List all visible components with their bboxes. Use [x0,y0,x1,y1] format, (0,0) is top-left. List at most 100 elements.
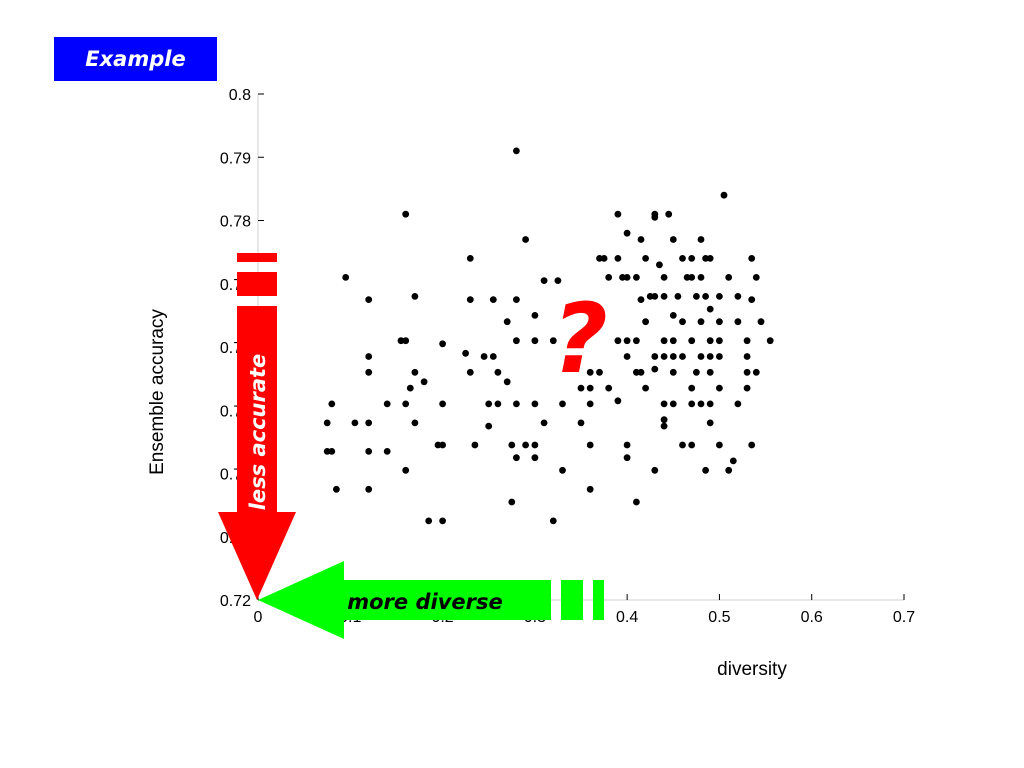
scatter-point [485,400,493,408]
scatter-point [402,400,410,408]
scatter-point [660,416,668,424]
scatter-point [586,400,594,408]
scatter-point [365,353,373,360]
scatter-point [660,353,668,360]
scatter-point [688,400,696,408]
scatter-point [642,384,649,392]
x-tick-label: 0.4 [616,609,638,626]
scatter-point [706,305,714,313]
scatter-point [605,274,613,281]
scatter-point [679,353,686,360]
scatter-point [660,400,668,408]
x-tick-label: 0 [254,609,263,626]
scatter-point [743,353,751,360]
scatter-point [642,318,649,326]
scatter-point [577,384,585,392]
scatter-point [688,441,696,449]
example-badge: Example [54,37,217,81]
scatter-point [471,441,479,449]
scatter-point [586,384,594,392]
scatter-point [586,368,594,376]
scatter-point [716,293,723,300]
scatter-point [596,368,603,376]
scatter-point [743,337,751,345]
scatter-point [637,236,645,243]
scatter-point [697,318,705,326]
scatter-point [513,296,520,303]
scatter-point [669,337,677,345]
scatter-point [656,261,663,269]
red-arrow-dash-2 [237,272,277,296]
scatter-point [725,466,733,474]
green-arrow-dash-1 [561,580,583,620]
scatter-point [365,296,373,303]
scatter-point [614,397,622,405]
scatter-point [522,441,529,449]
scatter-point [531,337,539,345]
scatter-point [660,337,668,345]
scatter-point [554,277,562,284]
scatter-point [508,441,516,449]
scatter-point [651,293,659,300]
x-tick-label: 0.7 [893,609,915,626]
scatter-point [586,485,594,493]
scatter-point [669,368,677,376]
scatter-point [706,353,714,360]
scatter-point [752,274,760,281]
x-tick-label: 0.6 [801,609,823,626]
scatter-point [748,296,756,303]
scatter-point [706,419,714,427]
scatter-point [411,368,419,376]
scatter-point [466,368,474,376]
scatter-point [531,312,539,319]
scatter-point [688,337,696,345]
scatter-point [729,457,737,465]
scatter-point [716,318,723,326]
scatter-point [600,255,608,262]
scatter-point [577,419,585,427]
x-tick-label: 0.5 [708,609,730,626]
scatter-point [697,400,705,408]
scatter-point [522,236,529,243]
scatter-point [688,274,696,281]
scatter-point [614,210,622,218]
scatter-point [480,353,488,360]
scatter-point [679,441,686,449]
green-arrow-shaft [343,580,551,620]
scatter-point [734,293,742,300]
scatter-point [494,400,502,408]
scatter-point [660,293,668,300]
scatter-point [485,422,493,430]
scatter-point [462,349,469,357]
scatter-point [351,419,359,427]
scatter-point [614,255,622,262]
data-points [323,147,774,525]
scatter-point [623,337,631,345]
scatter-point [702,466,709,474]
scatter-point [637,368,645,376]
scatter-point [720,191,728,199]
scatter-point [734,400,742,408]
scatter-point [540,419,548,427]
scatter-point [549,517,557,525]
x-axis-label: diversity [717,659,787,680]
scatter-point [559,466,566,474]
scatter-point [697,353,705,360]
scatter-point [716,353,723,360]
scatter-point [669,353,677,360]
red-down-arrow: less accurate [218,253,296,600]
scatter-point [706,400,714,408]
y-tick-label: 0.8 [229,87,251,104]
scatter-point [633,498,640,506]
scatter-point [766,337,774,345]
scatter-point [693,293,700,300]
scatter-point [651,353,659,360]
scatter-point [503,378,511,386]
scatter-point [466,255,474,262]
scatter-point [757,318,765,326]
scatter-point [513,147,520,155]
scatter-point [383,448,391,455]
scatter-point [397,337,405,345]
scatter-point [402,466,410,474]
red-arrow-shaft [237,306,277,513]
